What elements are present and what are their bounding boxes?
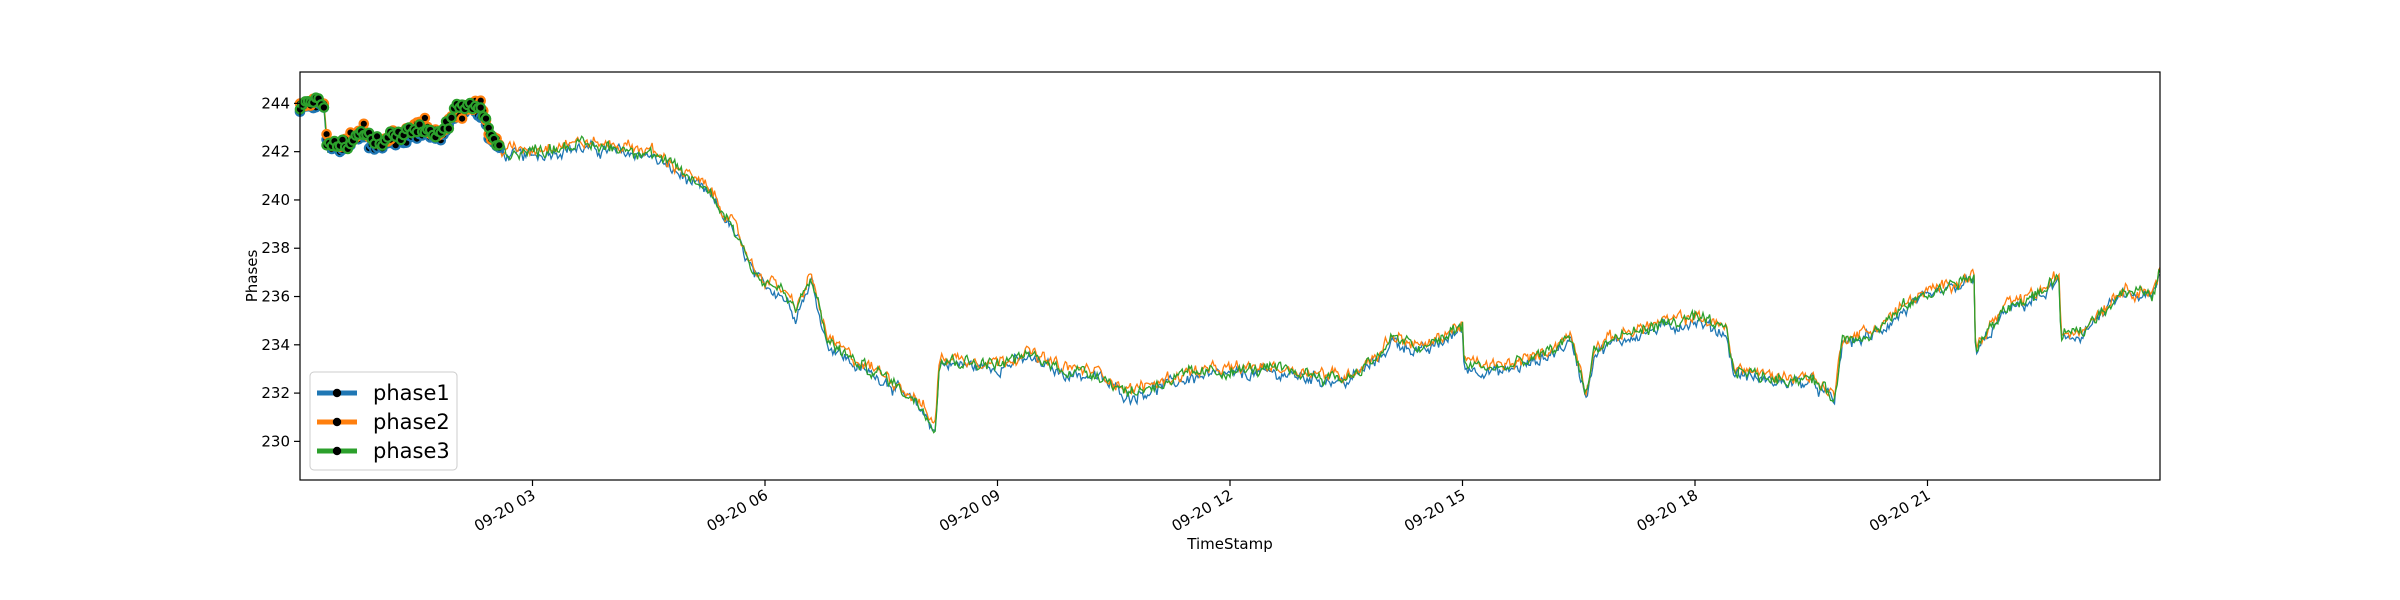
y-tick-label: 240 — [261, 191, 290, 209]
series-phase3-marker — [443, 123, 455, 134]
series-phase3-marker — [446, 112, 457, 124]
legend-label-phase1: phase1 — [373, 381, 450, 405]
series-phase3-marker — [318, 102, 330, 113]
y-tick-label: 234 — [261, 336, 290, 354]
y-axis-label: Phases — [243, 250, 261, 303]
legend-marker-phase1 — [332, 388, 342, 398]
legend-label-phase3: phase3 — [373, 439, 450, 463]
series-phase2-marker — [456, 113, 468, 124]
series-phase3-marker — [475, 102, 486, 113]
legend-label-phase2: phase2 — [373, 410, 450, 434]
series-phase3-marker — [480, 113, 492, 124]
series-phase3-line — [299, 96, 2161, 434]
x-axis-label: TimeStamp — [1186, 535, 1272, 553]
series-layer — [299, 96, 2161, 434]
y-tick-label: 230 — [261, 432, 290, 450]
legend-marker-phase3 — [332, 446, 342, 456]
legend-box — [309, 371, 458, 471]
legend: phase1 phase2 phase3 — [309, 371, 458, 471]
series-phase3-marker — [493, 140, 505, 151]
series-phase2-marker — [419, 112, 431, 124]
marker-layer — [294, 92, 505, 158]
y-tick-label: 236 — [261, 288, 290, 306]
legend-marker-phase2 — [332, 417, 342, 427]
y-axis: 230 232 234 236 238 240 242 244 — [261, 94, 300, 450]
y-tick-label: 232 — [261, 384, 290, 402]
y-tick-label: 242 — [261, 143, 290, 161]
y-tick-label: 238 — [261, 239, 290, 257]
y-tick-label: 244 — [261, 94, 290, 112]
